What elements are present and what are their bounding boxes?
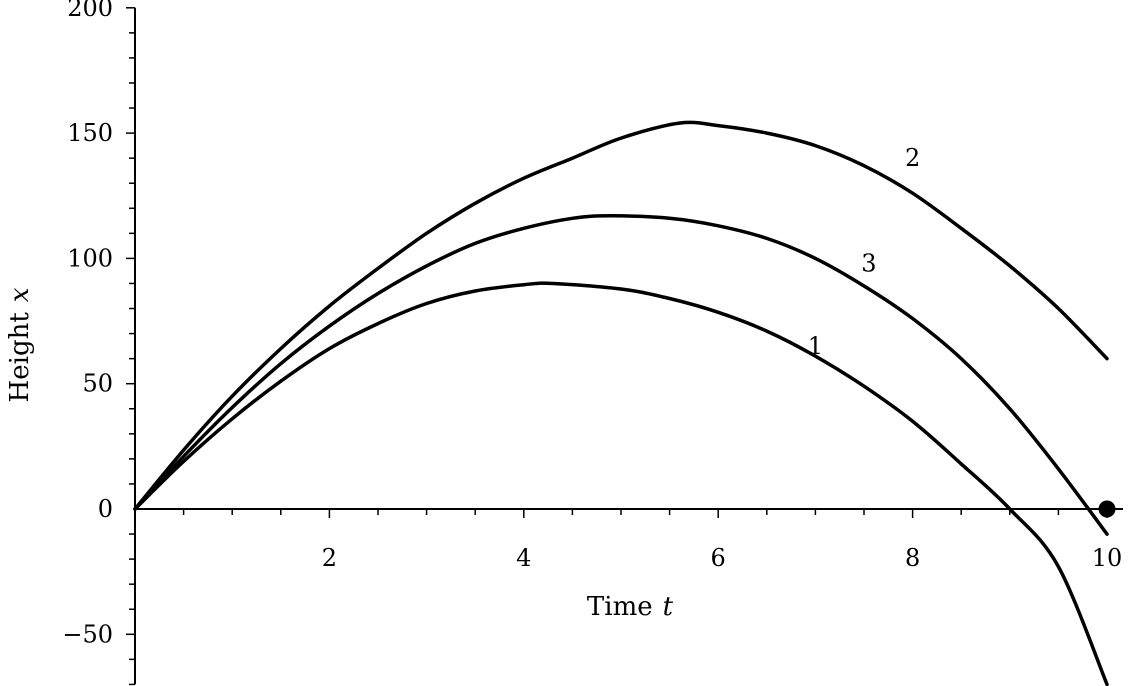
point-marker	[1098, 500, 1116, 518]
y-tick-label: 150	[67, 119, 113, 147]
curve-label-2: 2	[905, 144, 920, 172]
x-tick-label: 8	[905, 544, 920, 572]
x-tick-label: 2	[322, 544, 337, 572]
x-axis-label-text: Time	[587, 592, 653, 622]
series-1-line	[133, 281, 1109, 686]
curve-labels: 1 2 3	[808, 144, 920, 360]
y-tick-label: 50	[82, 370, 113, 398]
curve-label-1: 1	[808, 332, 823, 360]
series-2-line	[133, 120, 1109, 511]
x-axis-title: Time t	[587, 592, 674, 622]
x-tick-label: 4	[516, 544, 531, 572]
tick-labels: 2 4 6 8 10 −50 0 50 100 150 200	[62, 0, 1122, 648]
y-tick-label: −50	[62, 620, 113, 648]
y-tick-label: 200	[67, 0, 113, 22]
markers	[1098, 500, 1116, 518]
curve-label-3: 3	[861, 249, 876, 277]
ticks	[126, 7, 1108, 686]
y-tick-label: 0	[98, 495, 113, 523]
y-axis-label-text: Height	[5, 312, 35, 403]
series-3-line	[133, 214, 1109, 536]
y-axis-title: Height x	[5, 287, 35, 402]
axes	[134, 7, 1123, 685]
x-tick-label: 6	[711, 544, 726, 572]
x-tick-label: 10	[1092, 544, 1123, 572]
y-tick-label: 100	[67, 244, 113, 272]
x-axis-label-var: t	[663, 592, 674, 622]
curves	[133, 120, 1109, 686]
y-axis-label-var: x	[5, 287, 35, 302]
